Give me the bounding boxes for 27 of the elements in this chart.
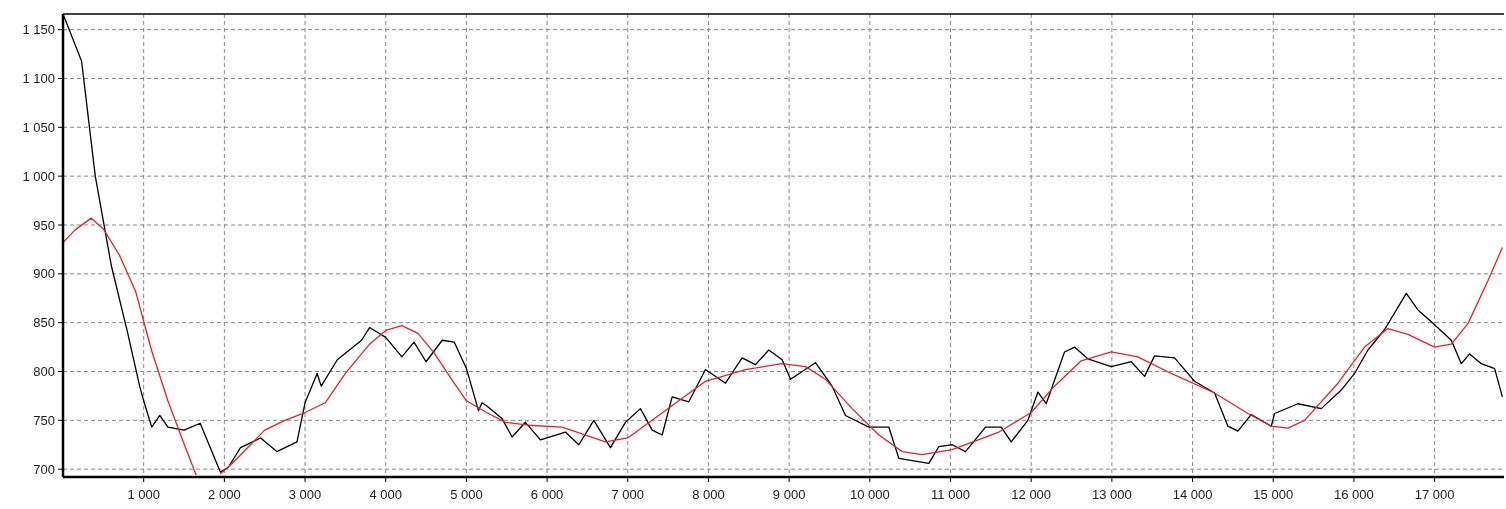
y-tick-label: 700 [33,461,55,477]
x-tick-label: 17 000 [1414,487,1455,502]
y-tick-label: 850 [33,315,55,331]
x-tick-label: 16 000 [1334,487,1374,502]
x-tick-label: 8 000 [692,487,725,502]
x-tick-label: 3 000 [288,487,322,502]
y-tick-label: 750 [33,412,55,428]
x-tick-label: 9 000 [772,487,806,502]
x-tick-label: 2 000 [208,487,241,502]
x-tick-label: 15 000 [1253,487,1294,502]
y-tick-label: 1 050 [22,119,55,135]
x-tick-label: 14 000 [1172,487,1213,502]
y-tick-label: 800 [33,364,55,380]
y-tick-label: 1 150 [22,22,55,38]
x-tick-label: 1 000 [127,487,160,502]
x-tick-label: 5 000 [450,487,483,502]
x-tick-label: 13 000 [1092,487,1132,502]
y-tick-label: 1 000 [22,168,55,184]
y-tick-label: 900 [33,266,55,282]
x-tick-label: 12 000 [1011,487,1052,502]
x-tick-label: 6 000 [530,487,564,502]
y-tick-label: 1 100 [22,71,55,87]
x-tick-label: 4 000 [369,487,403,502]
x-tick-label: 11 000 [931,487,970,502]
x-tick-label: 10 000 [849,487,890,502]
x-tick-label: 7 000 [611,487,645,502]
y-tick-label: 950 [33,217,55,233]
